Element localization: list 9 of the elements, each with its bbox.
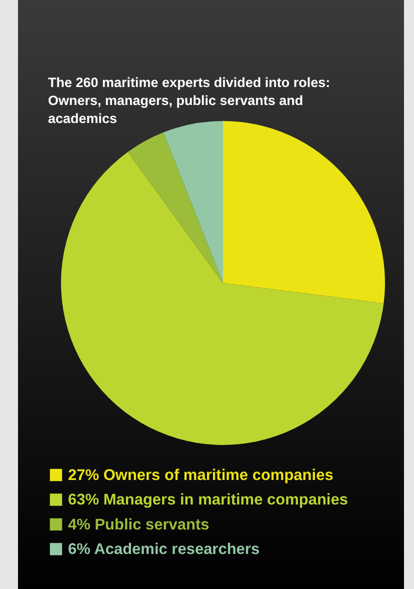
chart-title: The 260 maritime experts divided into roles: Owners, managers, public servants and academics <box>48 75 330 126</box>
pie-slice <box>223 121 385 304</box>
legend-label: 6% Academic researchers <box>68 541 260 558</box>
legend-label: 4% Public servants <box>68 516 210 534</box>
legend-label: 63% Managers in maritime companies <box>68 492 348 509</box>
legend-label: 27% Owners of maritime companies <box>68 467 334 484</box>
pie-slice <box>128 132 223 283</box>
pie-slice <box>163 121 223 283</box>
pie-slice <box>61 152 384 445</box>
